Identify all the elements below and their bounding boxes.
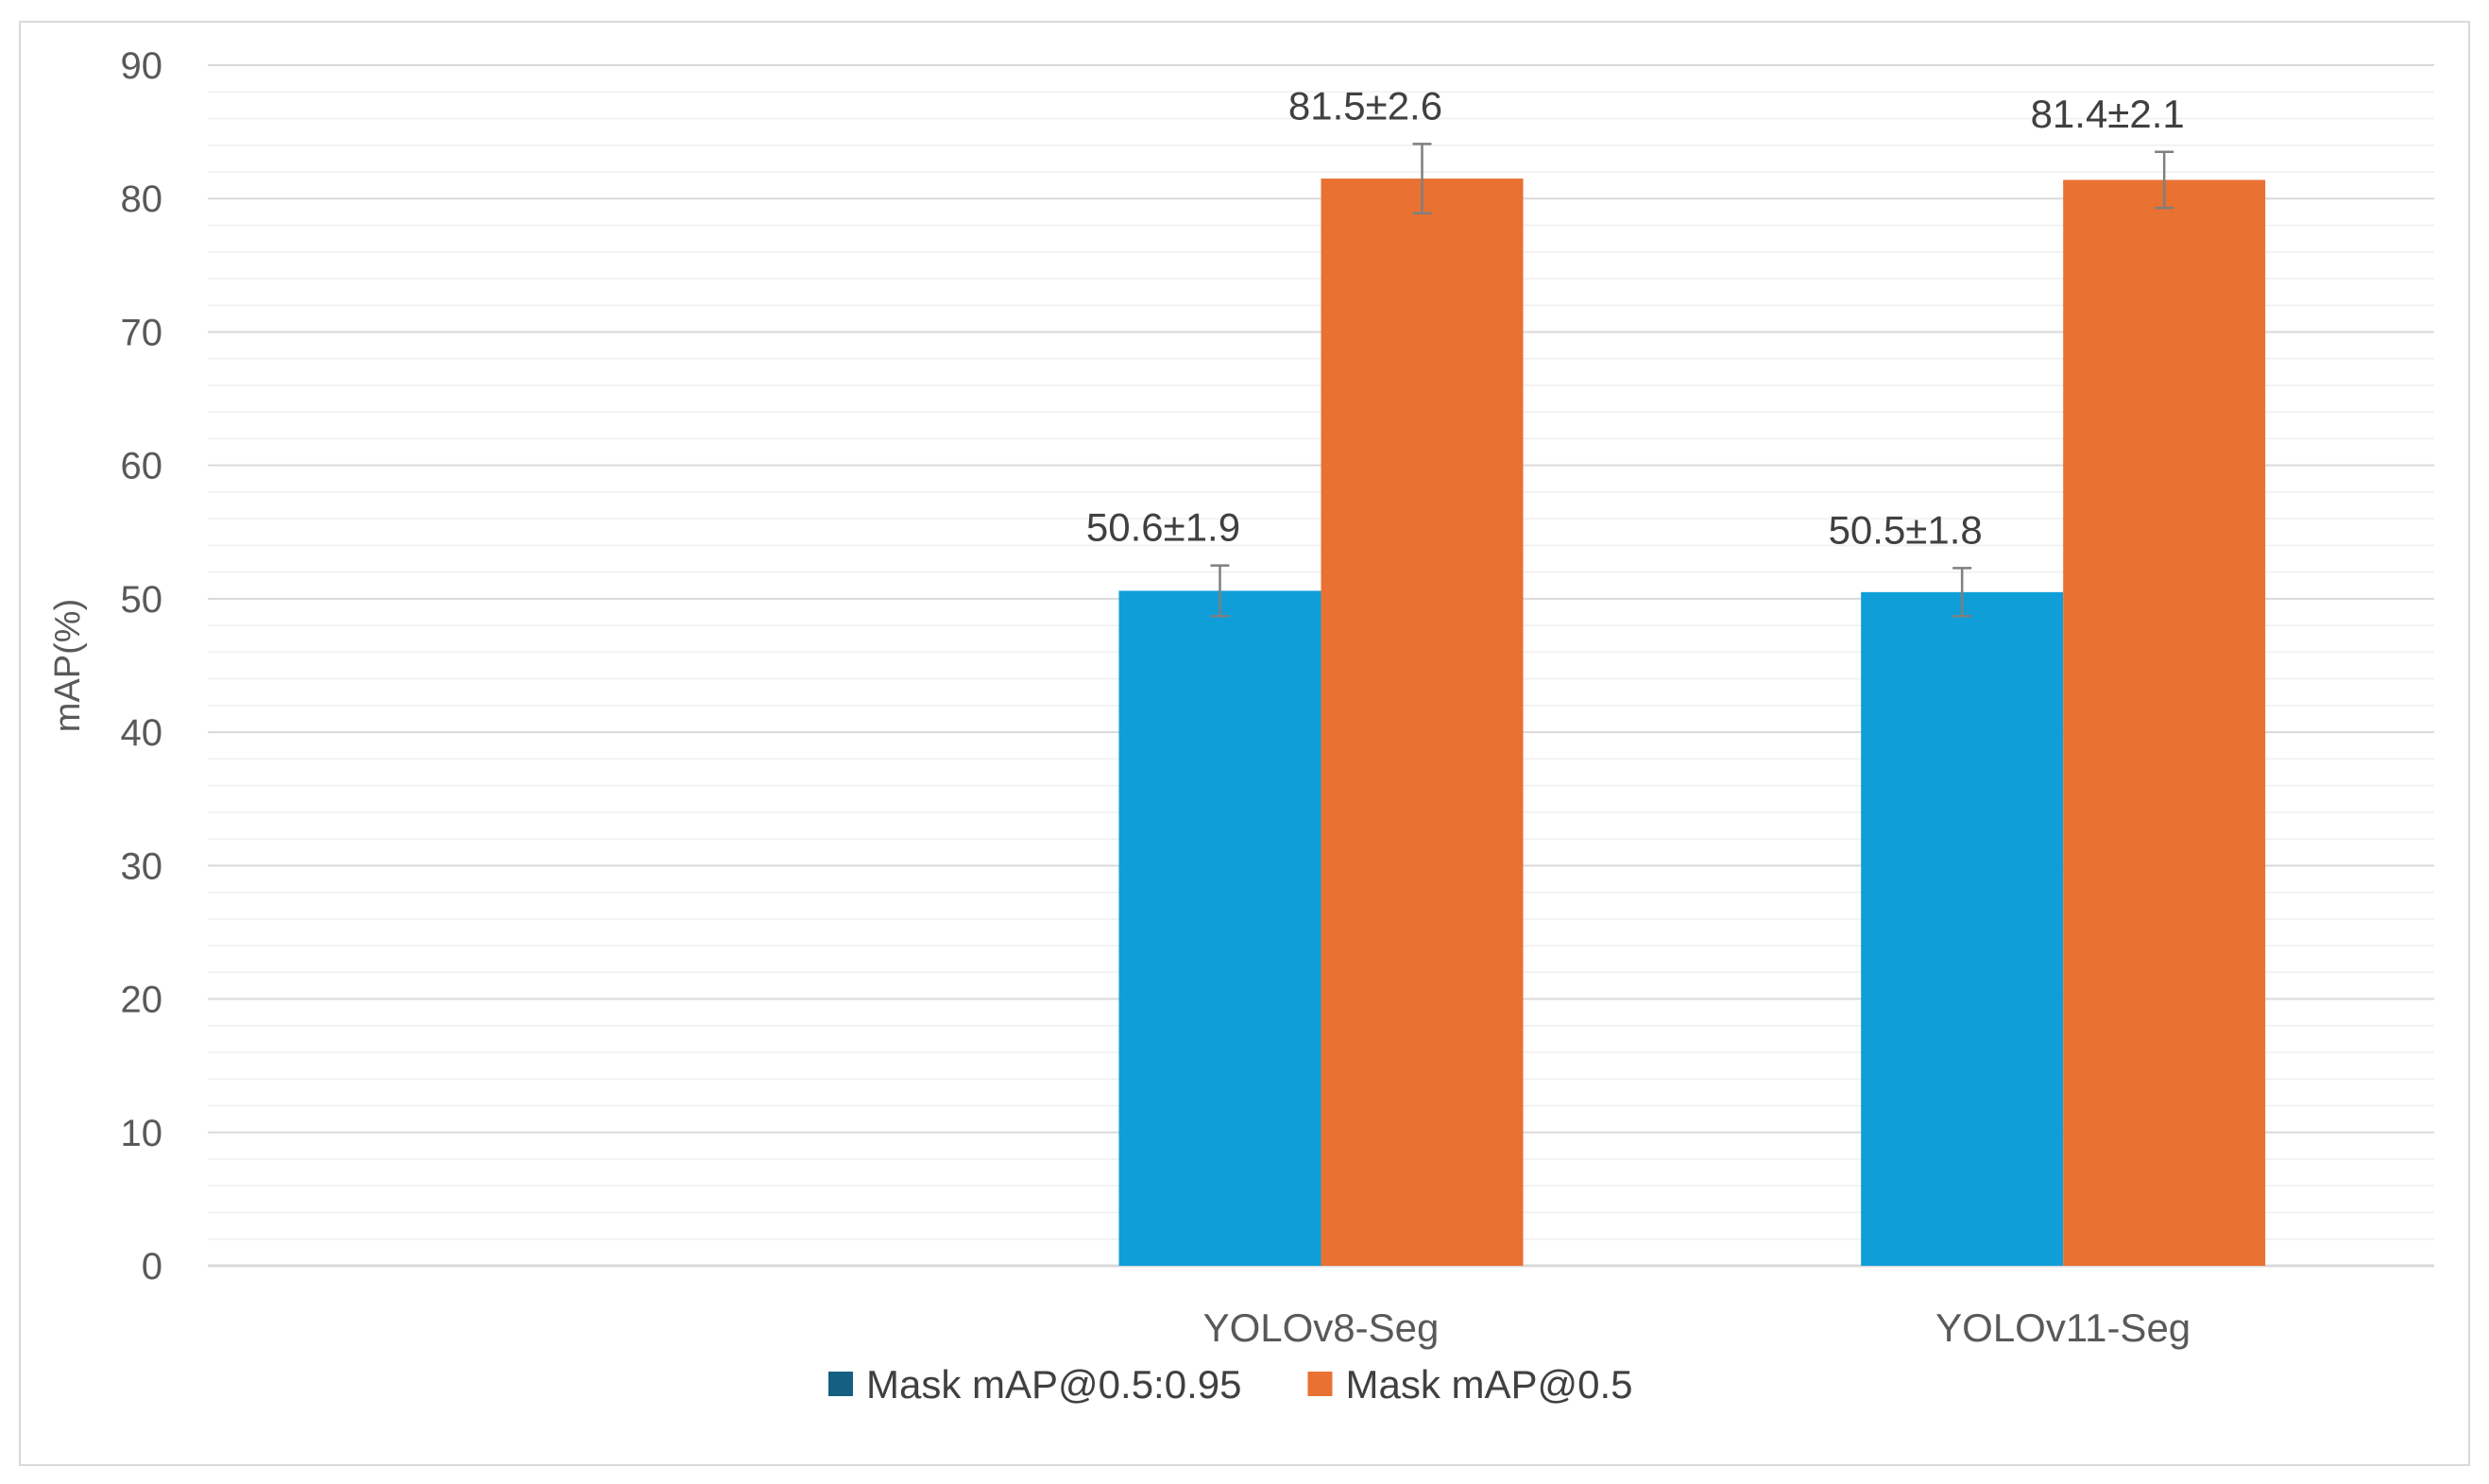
data-label: 50.5±1.8 [1829, 507, 1983, 552]
y-tick-label: 40 [121, 712, 163, 754]
y-tick-label: 80 [121, 179, 163, 220]
y-tick-label: 0 [142, 1246, 162, 1288]
y-tick-label: 20 [121, 980, 163, 1021]
legend-label: Mask mAP@0.5 [1345, 1362, 1632, 1407]
error-bars [1210, 143, 2174, 618]
y-tick-label: 60 [121, 446, 163, 487]
x-axis-categories: YOLOv8-Seg YOLOv11-Seg [1203, 1305, 2191, 1350]
data-label: 81.5±2.6 [1288, 83, 1442, 128]
data-labels: 50.6±1.9 81.5±2.6 50.5±1.8 81.4±2.1 [1086, 83, 2185, 552]
y-tick-label: 70 [121, 312, 163, 353]
bar-chart: 0 10 20 30 40 50 60 70 80 90 mAP(%) 50.6±1.9 81.5±… [48, 45, 2434, 1407]
bar [1321, 179, 1524, 1266]
bars [1118, 179, 2266, 1266]
bar [2063, 179, 2266, 1266]
y-tick-label: 10 [121, 1113, 163, 1154]
x-category-label: YOLOv11-Seg [1935, 1305, 2191, 1350]
legend-swatch [1307, 1372, 1333, 1396]
bar [1118, 590, 1321, 1266]
data-label: 50.6±1.9 [1086, 505, 1240, 550]
legend-label: Mask mAP@0.5:0.95 [866, 1362, 1241, 1407]
y-axis-title: mAP(%) [48, 599, 88, 732]
y-tick-label: 90 [121, 45, 163, 87]
y-axis-ticks: 0 10 20 30 40 50 60 70 80 90 [121, 45, 163, 1288]
y-tick-label: 30 [121, 845, 163, 887]
legend-swatch [828, 1372, 853, 1396]
x-category-label: YOLOv8-Seg [1203, 1305, 1440, 1350]
legend: Mask mAP@0.5:0.95 Mask mAP@0.5 [828, 1362, 1633, 1407]
data-label: 81.4±2.1 [2031, 92, 2185, 136]
y-tick-label: 50 [121, 579, 163, 621]
bar [1861, 591, 2064, 1266]
chart-frame: 0 10 20 30 40 50 60 70 80 90 mAP(%) 50.6±1.9 81.5±… [19, 21, 2470, 1466]
